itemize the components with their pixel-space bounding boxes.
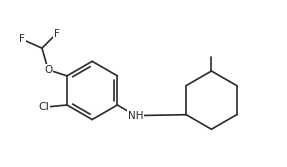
Text: F: F [19,34,25,44]
Text: Cl: Cl [39,102,50,112]
Text: NH: NH [128,111,143,121]
Text: F: F [53,29,59,39]
Text: O: O [44,65,52,75]
